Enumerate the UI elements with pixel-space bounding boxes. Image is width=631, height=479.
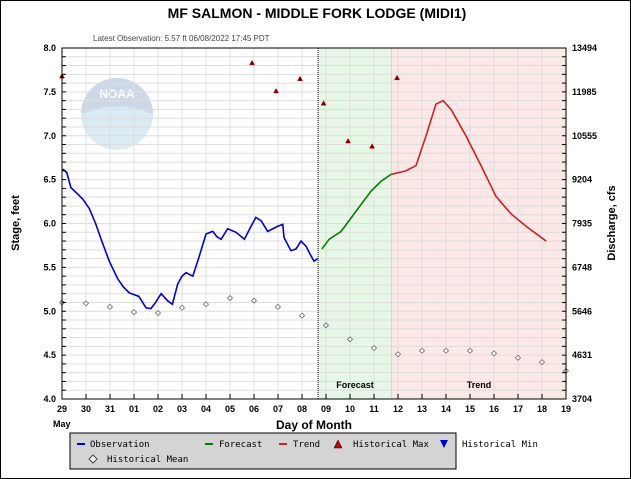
historical-mean-marker xyxy=(490,350,498,357)
x-tick-label: 12 xyxy=(393,404,403,414)
historical-mean-marker xyxy=(298,312,306,319)
x-month-label: May xyxy=(53,419,71,429)
y2-tick-label: 10555 xyxy=(572,131,597,141)
x-tick-label: 13 xyxy=(417,404,427,414)
legend-historical-min: Historical Min xyxy=(462,440,538,450)
historical-max-marker xyxy=(394,74,400,81)
x-tick-label: 11 xyxy=(369,404,379,414)
svg-text:NOAA: NOAA xyxy=(99,87,135,101)
historical-max-marker xyxy=(320,100,327,106)
x-tick-label: 29 xyxy=(57,404,67,414)
y-tick-label: 5.0 xyxy=(43,306,56,316)
x-axis-label: Day of Month xyxy=(276,418,352,432)
x-tick-label: 17 xyxy=(513,404,523,414)
noaa-logo-watermark: NOAA xyxy=(81,78,153,150)
y-axis-label: Stage, feet xyxy=(10,195,22,251)
chart-title: MF SALMON - MIDDLE FORK LODGE (MIDI1) xyxy=(168,5,467,21)
historical-mean-marker xyxy=(538,359,546,366)
plot-border xyxy=(61,47,567,400)
y2-tick-label: 9204 xyxy=(572,175,592,185)
y2-tick-label: 13494 xyxy=(572,43,597,53)
legend: Observation Forecast Trend Historical Ma… xyxy=(69,432,538,470)
historical-max-marker xyxy=(345,138,352,144)
y-tick-label: 5.5 xyxy=(43,262,56,272)
y2-tick-label: 11985 xyxy=(572,87,597,97)
x-tick-label: 05 xyxy=(225,404,235,414)
legend-historical-max-icon xyxy=(333,439,343,449)
x-tick-label: 03 xyxy=(177,404,187,414)
y2-tick-label: 4631 xyxy=(572,350,592,360)
legend-historical-min-icon xyxy=(440,440,448,448)
y-tick-label: 4.0 xyxy=(43,394,56,404)
x-tick-label: 16 xyxy=(489,404,499,414)
y2-tick-label: 7935 xyxy=(572,219,592,229)
y-tick-label: 4.5 xyxy=(43,350,56,360)
y2-tick-label: 3704 xyxy=(572,394,592,404)
historical-mean-marker xyxy=(250,297,258,304)
historical-mean-marker xyxy=(154,309,162,317)
historical-max-marker xyxy=(369,143,376,149)
historical-mean-marker xyxy=(370,345,378,352)
x-tick-label: 19 xyxy=(561,404,571,414)
legend-observation: Observation xyxy=(90,440,150,450)
historical-mean-marker xyxy=(442,347,450,354)
historical-mean-marker xyxy=(178,304,186,311)
x-tick-label: 18 xyxy=(537,404,547,414)
observation-line xyxy=(62,168,319,310)
historical-mean-marker xyxy=(130,309,138,316)
latest-observation: Latest Observation: 5.57 ft 06/08/2022 1… xyxy=(93,34,270,43)
legend-trend: Trend xyxy=(293,440,320,450)
historical-max-marker xyxy=(249,59,256,66)
legend-forecast: Forecast xyxy=(219,440,262,450)
historical-mean-marker xyxy=(322,322,330,329)
historical-max-marker xyxy=(297,75,304,81)
x-tick-label: 01 xyxy=(129,404,139,414)
y2-tick-label: 6748 xyxy=(572,262,592,272)
forecast-line xyxy=(321,173,392,250)
x-tick-label: 31 xyxy=(105,404,115,414)
y-tick-label: 6.0 xyxy=(43,219,56,229)
historical-mean-marker xyxy=(418,347,426,354)
x-tick-label: 30 xyxy=(81,404,91,414)
historical-mean-marker xyxy=(226,295,234,302)
x-tick-label: 15 xyxy=(465,404,475,414)
region-label-forecast: Forecast xyxy=(336,380,374,390)
historical-mean-marker xyxy=(346,336,354,343)
x-tick-label: 14 xyxy=(441,404,451,414)
historical-mean-marker xyxy=(514,354,522,361)
y2-axis-label: Discharge, cfs xyxy=(606,185,618,260)
historical-mean-marker xyxy=(274,303,282,310)
x-tick-label: 07 xyxy=(273,404,283,414)
y-tick-label: 8.0 xyxy=(43,43,56,53)
legend-historical-mean-icon xyxy=(88,454,98,464)
x-tick-label: 09 xyxy=(321,404,331,414)
x-tick-label: 08 xyxy=(297,404,307,414)
legend-historical-mean: Historical Mean xyxy=(107,455,188,465)
historical-mean-marker xyxy=(202,301,210,308)
y-tick-label: 6.5 xyxy=(43,175,56,185)
x-tick-label: 02 xyxy=(153,404,163,414)
y-tick-label: 7.5 xyxy=(43,87,56,97)
x-tick-label: 06 xyxy=(249,404,259,414)
region-label-trend: Trend xyxy=(467,380,492,390)
trend-line xyxy=(390,99,547,242)
y-tick-label: 7.0 xyxy=(43,131,56,141)
historical-max-marker xyxy=(273,87,280,94)
y2-tick-label: 5646 xyxy=(572,306,592,316)
x-tick-label: 04 xyxy=(201,404,211,414)
historical-mean-marker xyxy=(106,303,114,310)
legend-historical-max: Historical Max xyxy=(353,440,429,450)
historical-mean-marker xyxy=(466,347,474,354)
historical-mean-marker xyxy=(82,300,90,307)
x-tick-label: 10 xyxy=(345,404,355,414)
historical-mean-marker xyxy=(394,351,402,358)
